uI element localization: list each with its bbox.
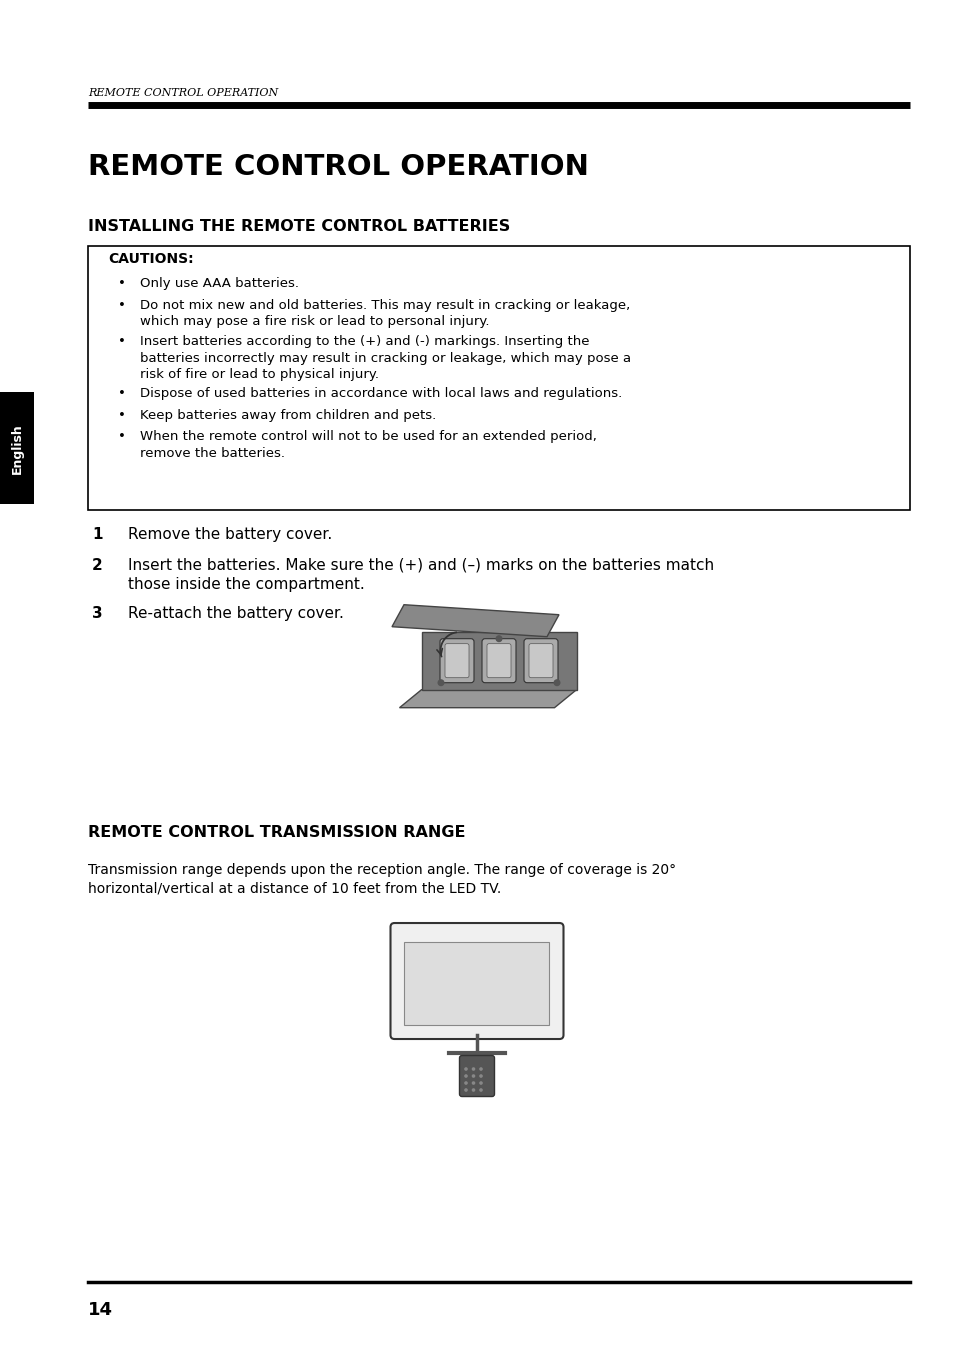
Circle shape [464,1075,467,1078]
Circle shape [496,635,501,641]
FancyBboxPatch shape [444,644,469,677]
Text: REMOTE CONTROL OPERATION: REMOTE CONTROL OPERATION [88,153,588,181]
Text: •: • [118,408,126,422]
Text: REMOTE CONTROL TRANSMISSION RANGE: REMOTE CONTROL TRANSMISSION RANGE [88,825,465,840]
Text: When the remote control will not to be used for an extended period,
remove the b: When the remote control will not to be u… [140,430,597,460]
Circle shape [437,680,443,685]
Text: •: • [118,430,126,443]
Text: Insert the batteries. Make sure the (+) and (–) marks on the batteries match
tho: Insert the batteries. Make sure the (+) … [128,558,714,592]
Circle shape [472,1088,474,1091]
FancyBboxPatch shape [390,923,563,1040]
Circle shape [479,1088,481,1091]
Text: Do not mix new and old batteries. This may result in cracking or leakage,
which : Do not mix new and old batteries. This m… [140,299,630,329]
Circle shape [479,1068,481,1071]
Polygon shape [399,690,576,707]
Circle shape [479,1075,481,1078]
Circle shape [464,1088,467,1091]
FancyBboxPatch shape [529,644,553,677]
FancyBboxPatch shape [523,638,558,683]
Polygon shape [392,604,558,637]
Text: Keep batteries away from children and pets.: Keep batteries away from children and pe… [140,408,436,422]
Text: •: • [118,387,126,400]
Text: English: English [10,423,24,473]
Text: •: • [118,335,126,349]
Text: REMOTE CONTROL OPERATION: REMOTE CONTROL OPERATION [88,88,278,97]
Bar [404,942,549,1025]
Text: •: • [118,299,126,312]
Text: Dispose of used batteries in accordance with local laws and regulations.: Dispose of used batteries in accordance … [140,387,621,400]
Text: Only use AAA batteries.: Only use AAA batteries. [140,277,298,291]
Text: Re-attach the battery cover.: Re-attach the battery cover. [128,606,343,621]
FancyBboxPatch shape [486,644,511,677]
Circle shape [472,1075,474,1078]
Circle shape [464,1082,467,1084]
Text: 2: 2 [91,558,103,573]
FancyBboxPatch shape [481,638,516,683]
Text: •: • [118,277,126,291]
Text: INSTALLING THE REMOTE CONTROL BATTERIES: INSTALLING THE REMOTE CONTROL BATTERIES [88,219,510,234]
Text: 1: 1 [91,527,102,542]
Polygon shape [421,631,576,690]
Text: Transmission range depends upon the reception angle. The range of coverage is 20: Transmission range depends upon the rece… [88,863,676,895]
Bar [88,246,909,510]
FancyBboxPatch shape [459,1056,494,1096]
Circle shape [472,1082,474,1084]
Circle shape [554,680,559,685]
Text: 3: 3 [91,606,103,621]
Text: Remove the battery cover.: Remove the battery cover. [128,527,332,542]
Text: 14: 14 [88,1301,112,1318]
Circle shape [464,1068,467,1071]
Bar [0,392,34,504]
Circle shape [479,1082,481,1084]
Text: Insert batteries according to the (+) and (-) markings. Inserting the
batteries : Insert batteries according to the (+) an… [140,335,631,381]
Text: CAUTIONS:: CAUTIONS: [108,251,193,266]
FancyBboxPatch shape [439,638,474,683]
Circle shape [472,1068,474,1071]
